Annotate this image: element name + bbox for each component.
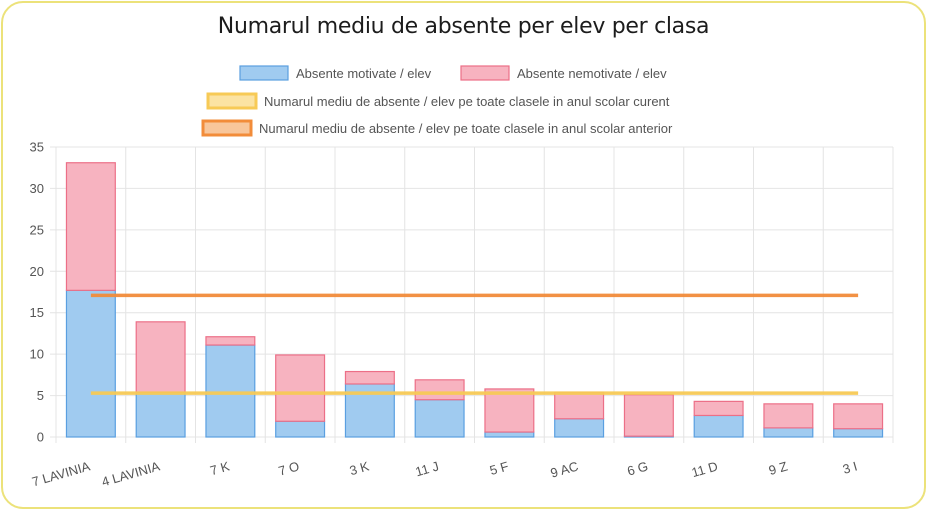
legend-previous-year-label: Numarul mediu de absente / elev pe toate… [259, 121, 673, 136]
bar-nemotivate [693, 400, 744, 417]
legend-motivate-swatch [239, 65, 289, 81]
bar-nemotivate [344, 370, 395, 385]
y-tick-label: 30 [30, 181, 44, 196]
bar-motivate [833, 428, 884, 438]
x-tick-label: 6 G [625, 458, 649, 478]
bar-nemotivate [554, 391, 605, 420]
legend-nemotivate-label: Absente nemotivate / elev [517, 66, 667, 81]
y-tick-label: 0 [37, 430, 44, 445]
legend-current-year: Numarul mediu de absente / elev pe toate… [206, 92, 670, 110]
chart-legend: Absente motivate / elev Absente nemotivat… [201, 65, 673, 137]
x-tick-label: 11 J [414, 458, 441, 479]
y-tick-label: 10 [30, 347, 44, 362]
x-tick-label: 9 Z [767, 458, 789, 478]
bar-nemotivate [833, 403, 884, 430]
y-tick-label: 35 [30, 140, 44, 155]
legend-motivate-label: Absente motivate / elev [296, 66, 432, 81]
bar-nemotivate [65, 162, 116, 291]
x-tick-label: 4 LAVINIA [100, 458, 162, 489]
legend-current-year-label: Numarul mediu de absente / elev pe toate… [264, 94, 670, 109]
bar-motivate [414, 399, 465, 438]
legend-previous-year-swatch [201, 119, 253, 137]
chart-title: Numarul mediu de absente per elev per cl… [217, 14, 710, 39]
x-tick-label: 11 D [690, 458, 720, 480]
x-tick-label: 3 K [348, 458, 371, 478]
bar-nemotivate [763, 403, 814, 429]
bar-motivate [554, 418, 605, 438]
x-tick-label: 7 LAVINIA [30, 458, 92, 489]
chart-reference-lines [90, 293, 859, 395]
bar-motivate [763, 427, 814, 438]
x-tick-label: 7 O [277, 458, 301, 478]
bar-motivate [484, 431, 535, 438]
bar-nemotivate [205, 336, 256, 346]
y-axis-ticks: 0 5 10 15 20 25 30 35 [30, 140, 44, 445]
x-tick-label: 5 F [488, 458, 510, 478]
bar-motivate [275, 420, 326, 438]
x-axis-ticks: 7 LAVINIA 4 LAVINIA 7 K 7 O 3 K 11 J 5 F 9 AC 6 … [30, 458, 859, 489]
x-tick-label: 7 K [208, 458, 231, 478]
legend-nemotivate: Absente nemotivate / elev [460, 65, 667, 81]
legend-previous-year: Numarul mediu de absente / elev pe toate… [201, 119, 673, 137]
legend-motivate: Absente motivate / elev [239, 65, 432, 81]
legend-current-year-swatch [206, 92, 258, 110]
y-tick-label: 20 [30, 264, 44, 279]
bar-nemotivate [275, 354, 326, 422]
bar-nemotivate [484, 388, 535, 433]
bar-motivate [693, 414, 744, 438]
x-tick-label: 9 AC [549, 458, 580, 480]
legend-nemotivate-swatch [460, 65, 510, 81]
y-tick-label: 25 [30, 222, 44, 237]
y-tick-label: 15 [30, 305, 44, 320]
bar-motivate [205, 344, 256, 438]
bar-nemotivate [135, 321, 186, 393]
bar-motivate [65, 289, 116, 438]
bar-nemotivate [414, 379, 465, 401]
bar-motivate [135, 391, 186, 438]
y-tick-label: 5 [37, 388, 44, 403]
x-tick-label: 3 I [841, 458, 859, 476]
bar-nemotivate [623, 394, 674, 437]
